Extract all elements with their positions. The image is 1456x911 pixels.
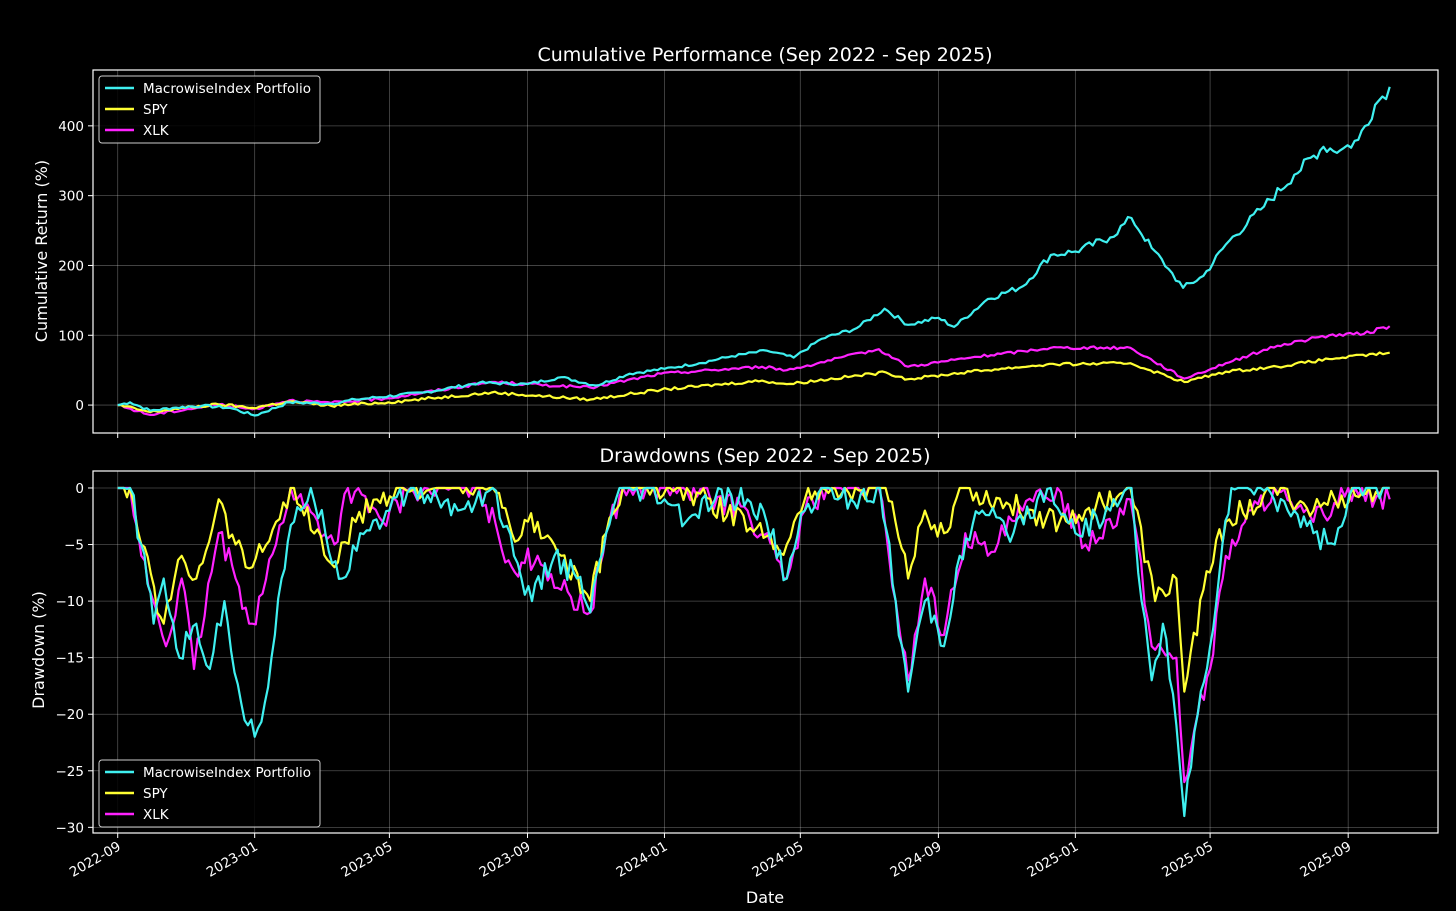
y-tick-label: −20 (56, 707, 85, 723)
y-ticks: 0 −5 −10 −15 −20 −25 −30 (56, 481, 93, 836)
legend: MacrowiseIndex Portfolio SPY XLK (98, 75, 321, 144)
legend-label: SPY (143, 102, 168, 118)
legend-label: XLK (143, 807, 170, 823)
series-line (117, 486, 1391, 784)
y-ticks: 0 100 200 300 400 (58, 119, 93, 414)
legend-box (98, 759, 321, 828)
y-tick-label: 100 (58, 328, 84, 344)
legend-label: XLK (143, 123, 170, 139)
legend-box (98, 75, 321, 144)
y-tick-label: 0 (75, 481, 84, 497)
x-axis-label: Date (746, 888, 784, 907)
x-ticks (117, 433, 1349, 438)
y-tick-label: −10 (56, 594, 85, 610)
legend-label: SPY (143, 786, 168, 802)
legend-label: MacrowiseIndex Portfolio (143, 765, 311, 781)
series-group (117, 86, 1391, 417)
y-tick-label: 0 (75, 398, 84, 414)
y-tick-label: −5 (64, 538, 84, 554)
y-tick-label: −15 (56, 651, 85, 667)
series-group (117, 486, 1391, 818)
y-tick-label: 400 (58, 119, 84, 135)
series-line (117, 486, 1390, 818)
y-axis-label: Drawdown (%) (29, 591, 48, 709)
chart-title: Drawdowns (Sep 2022 - Sep 2025) (600, 445, 931, 467)
cumulative-performance-panel: Cumulative Performance (Sep 2022 - Sep 2… (32, 44, 1439, 438)
y-tick-label: −30 (56, 820, 85, 836)
y-axis-label: Cumulative Return (%) (32, 160, 51, 342)
legend: MacrowiseIndex Portfolio SPY XLK (98, 759, 321, 828)
y-tick-label: 300 (58, 189, 84, 205)
plot-frame (92, 69, 1439, 434)
series-line (117, 351, 1390, 414)
legend-label: MacrowiseIndex Portfolio (143, 81, 311, 97)
y-tick-label: 200 (58, 258, 84, 274)
plot-frame (92, 470, 1439, 834)
y-tick-label: −25 (56, 764, 85, 780)
chart-title: Cumulative Performance (Sep 2022 - Sep 2… (537, 44, 992, 66)
series-line (117, 86, 1391, 417)
